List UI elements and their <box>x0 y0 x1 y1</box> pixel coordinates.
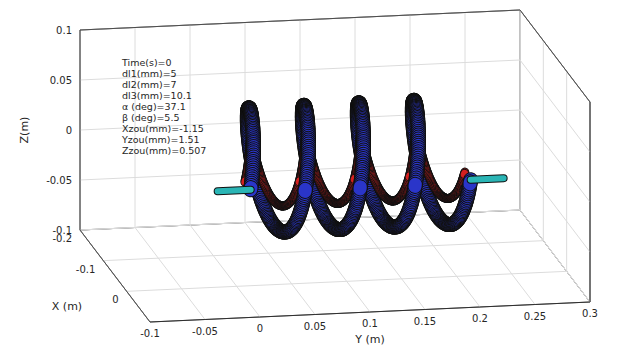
svg-text:Z(m): Z(m) <box>18 117 31 144</box>
svg-text:-0.05: -0.05 <box>192 326 218 337</box>
svg-text:0.2: 0.2 <box>472 313 488 324</box>
svg-text:β (deg)=5.5: β (deg)=5.5 <box>122 112 179 123</box>
svg-text:-0.1: -0.1 <box>76 264 96 275</box>
svg-text:Xzou(mm)=-1.15: Xzou(mm)=-1.15 <box>122 123 204 134</box>
svg-text:0: 0 <box>112 294 118 305</box>
svg-text:Zzou(mm)=0.507: Zzou(mm)=0.507 <box>122 145 206 156</box>
svg-text:0.05: 0.05 <box>50 75 72 86</box>
svg-text:0: 0 <box>257 323 263 334</box>
svg-text:Y (m): Y (m) <box>354 333 385 346</box>
svg-text:Time(s)=0: Time(s)=0 <box>121 57 172 68</box>
svg-text:0.25: 0.25 <box>524 311 546 322</box>
svg-text:-0.05: -0.05 <box>46 175 72 186</box>
svg-text:Yzou(mm)=1.51: Yzou(mm)=1.51 <box>121 134 200 145</box>
svg-text:X (m): X (m) <box>52 300 82 313</box>
svg-text:α (deg)=37.1: α (deg)=37.1 <box>122 101 186 112</box>
svg-text:0.1: 0.1 <box>56 25 72 36</box>
svg-text:0: 0 <box>66 125 72 136</box>
svg-text:-0.1: -0.1 <box>52 225 72 236</box>
svg-text:-0.1: -0.1 <box>140 328 160 339</box>
svg-text:0.3: 0.3 <box>582 308 598 319</box>
svg-text:dl2(mm)=7: dl2(mm)=7 <box>122 79 177 90</box>
svg-text:dl3(mm)=10.1: dl3(mm)=10.1 <box>122 90 192 101</box>
svg-text:-0.2: -0.2 <box>52 233 72 244</box>
svg-text:0.1: 0.1 <box>362 318 378 329</box>
svg-text:0.15: 0.15 <box>414 316 436 327</box>
svg-text:0.05: 0.05 <box>304 321 326 332</box>
svg-text:dl1(mm)=5: dl1(mm)=5 <box>122 68 177 79</box>
